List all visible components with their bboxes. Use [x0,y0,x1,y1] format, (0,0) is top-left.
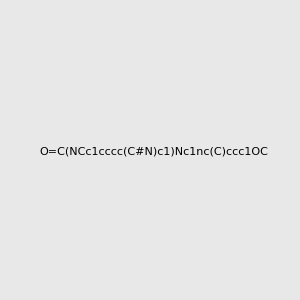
Text: O=C(NCc1cccc(C#N)c1)Nc1nc(C)ccc1OC: O=C(NCc1cccc(C#N)c1)Nc1nc(C)ccc1OC [39,146,268,157]
